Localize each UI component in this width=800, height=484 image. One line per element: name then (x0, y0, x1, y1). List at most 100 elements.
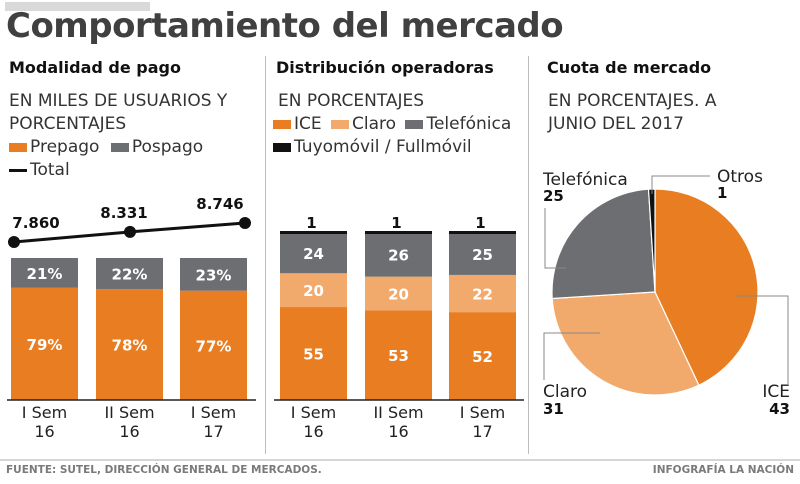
bar-claro (280, 273, 347, 308)
distribucion-subtitle: EN PORCENTAJES (278, 91, 425, 111)
x-tick-label: II Sem (104, 403, 154, 422)
distribucion-title: Distribución operadoras (276, 58, 494, 77)
x-tick-label: I Sem (22, 403, 67, 422)
legend-tuyomovil: Tuyomóvil / Fullmóvil (294, 137, 472, 157)
bar-pospago (180, 258, 247, 291)
leader-line (544, 208, 566, 269)
footer-credit: INFOGRAFÍA LA NACIÓN (652, 464, 794, 476)
cuota-subtitle-line2: JUNIO DEL 2017 (548, 114, 684, 134)
legend-total: Total (30, 160, 70, 180)
leader-line (651, 175, 710, 194)
pie-label-value: 31 (543, 400, 564, 418)
bar-label: 24 (303, 245, 324, 263)
x-tick-label: I Sem (191, 403, 236, 422)
bar-label: 20 (303, 282, 324, 300)
bar-telefonica (280, 232, 347, 274)
legend-claro: Claro (352, 114, 397, 134)
legend-telefonica: Telefónica (426, 114, 512, 134)
bar-ice (280, 307, 347, 400)
column-divider (265, 56, 266, 454)
footer-source: FUENTE: SUTEL, DIRECCIÓN GENERAL DE MERC… (6, 464, 322, 476)
modalidad-subtitle-line2: PORCENTAJES (9, 114, 127, 134)
bar-tuyomovil (449, 231, 516, 234)
bar-tuyomovil (365, 231, 432, 234)
bar-label: 22% (112, 266, 148, 284)
bar-label: 23% (196, 266, 232, 284)
pie-label-name: Claro (543, 382, 587, 402)
pie-slice-claro (551, 291, 700, 396)
x-tick-label: II Sem (373, 403, 423, 422)
bar-prepago (96, 289, 163, 400)
bar-claro (449, 274, 516, 313)
modalidad-legend: Prepago Pospago Total (9, 136, 203, 182)
x-tick-label: 17 (203, 422, 223, 441)
claro-swatch (331, 119, 350, 129)
cuota-subtitle-line1: EN PORCENTAJES. A (548, 91, 717, 111)
total-point (124, 225, 136, 238)
bar-label: 77% (196, 337, 232, 355)
tuyomovil-swatch (273, 142, 291, 152)
x-tick-label: 16 (388, 422, 408, 441)
bar-label: 79% (27, 336, 63, 354)
pie-label-value: 25 (543, 187, 564, 205)
prepago-swatch (9, 142, 27, 152)
page-title: Comportamiento del mercado (6, 6, 564, 46)
legend-pospago: Pospago (131, 137, 204, 157)
bar-label: 1 (475, 214, 485, 232)
ice-swatch (273, 119, 291, 129)
total-point (8, 236, 20, 248)
modalidad-subtitle: EN MILES DE USUARIOS Y PORCENTAJES (9, 90, 227, 136)
bar-pospago (96, 258, 163, 290)
leader-line (543, 332, 600, 380)
x-tick-label: 16 (34, 422, 54, 441)
x-tick-label: 16 (119, 422, 139, 441)
total-line-swatch (9, 168, 27, 172)
cuota-title: Cuota de mercado (547, 58, 712, 77)
x-tick-label: 17 (472, 422, 492, 441)
x-tick-label: 16 (303, 422, 323, 441)
bar-label: 1 (306, 214, 316, 232)
bar-prepago (180, 290, 247, 400)
bar-pospago (11, 258, 78, 288)
modalidad-subtitle-line1: EN MILES DE USUARIOS Y (9, 91, 228, 111)
pie-label-value: 1 (717, 184, 727, 202)
legend-ice: ICE (294, 114, 322, 134)
bar-label: 55 (303, 346, 324, 364)
pie-slice-ice (654, 188, 759, 386)
bar-label: 26 (388, 247, 409, 265)
bar-tuyomovil (280, 231, 347, 234)
bar-label: 78% (112, 337, 148, 355)
bar-label: 22 (472, 286, 493, 304)
pie-slice-telefnica (551, 188, 656, 300)
telefonica-swatch (405, 119, 424, 129)
total-label: 8.331 (100, 204, 147, 222)
legend-prepago: Prepago (30, 137, 100, 157)
bar-claro (365, 276, 432, 311)
bar-label: 21% (27, 265, 63, 283)
total-point (239, 217, 251, 229)
bar-telefonica (365, 232, 432, 277)
total-label: 8.746 (196, 195, 243, 213)
footer-divider (0, 459, 800, 461)
bar-label: 52 (472, 348, 493, 366)
header-accent-bar (5, 2, 150, 11)
column-divider (528, 56, 529, 454)
pie-label-value: 43 (769, 400, 790, 418)
cuota-subtitle: EN PORCENTAJES. A JUNIO DEL 2017 (548, 90, 716, 136)
distribucion-legend: ICE Claro Telefónica Tuyomóvil / Fullmóv… (273, 113, 511, 159)
bar-label: 20 (388, 286, 409, 304)
pie-label-name: Otros (717, 167, 763, 187)
bar-telefonica (449, 232, 516, 275)
bar-ice (365, 310, 432, 400)
bar-label: 1 (391, 214, 401, 232)
total-label: 7.860 (12, 214, 59, 232)
leader-line (735, 295, 789, 384)
pie-label-name: Telefónica (542, 170, 628, 190)
x-tick-label: I Sem (460, 403, 505, 422)
modalidad-title: Modalidad de pago (9, 58, 181, 77)
bar-prepago (11, 287, 78, 400)
x-tick-label: I Sem (291, 403, 336, 422)
pospago-swatch (110, 142, 129, 152)
pie-label-name: ICE (762, 382, 790, 402)
